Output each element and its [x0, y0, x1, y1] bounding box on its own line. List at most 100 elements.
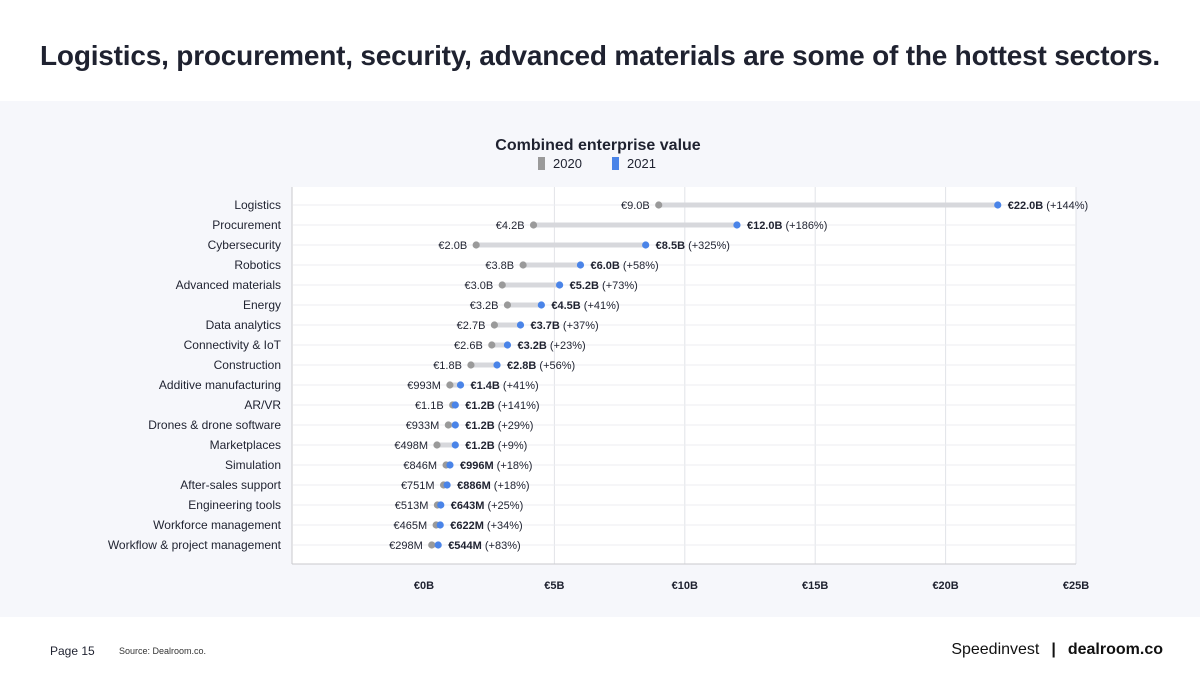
value-2021: €643M: [451, 500, 485, 512]
point-2021: [436, 521, 444, 529]
category-label: Simulation: [225, 458, 281, 472]
x-tick-label: €5B: [544, 580, 564, 592]
growth-label: (+325%): [685, 240, 730, 252]
value-label-2020: €1.1B: [415, 400, 444, 412]
point-2021: [451, 441, 459, 449]
value-label-2021: €4.5B (+41%): [551, 300, 619, 312]
value-label-2020: €3.0B: [464, 280, 493, 292]
value-label-2021: €1.4B (+41%): [471, 380, 539, 392]
growth-label: (+23%): [547, 340, 586, 352]
category-label: Connectivity & IoT: [184, 338, 282, 352]
dealroom-logo: dealroom.co: [1067, 641, 1163, 658]
point-2020: [428, 541, 436, 549]
value-2021: €12.0B: [747, 220, 783, 232]
point-2021: [493, 361, 501, 369]
point-2020: [519, 261, 527, 269]
enterprise-value-chart: Combined enterprise value 2020 2021 €0B €5B €…: [108, 137, 1089, 592]
value-2021: €3.2B: [517, 340, 546, 352]
value-label-2020: €513M: [395, 500, 429, 512]
value-2021: €3.7B: [530, 320, 559, 332]
point-2020: [503, 301, 512, 309]
legend-swatch-2020: [538, 157, 545, 170]
value-label-2021: €643M (+25%): [451, 500, 523, 512]
legend-label-2021: 2021: [627, 156, 656, 171]
value-label-2021: €544M (+83%): [448, 540, 520, 552]
value-2021: €8.5B: [656, 240, 685, 252]
x-tick-label: €25B: [1063, 580, 1089, 592]
value-label-2021: €8.5B (+325%): [656, 240, 730, 252]
point-2021: [456, 381, 465, 389]
point-2021: [576, 261, 585, 269]
category-label: Data analytics: [206, 318, 281, 332]
point-2021: [434, 541, 442, 549]
point-2021: [437, 501, 445, 509]
value-label-2021: €1.2B (+141%): [465, 400, 539, 412]
point-2020: [490, 321, 499, 329]
value-label-2021: €3.2B (+23%): [517, 340, 585, 352]
value-2021: €22.0B: [1008, 200, 1044, 212]
point-2020: [472, 241, 480, 249]
value-label-2020: €298M: [389, 540, 423, 552]
value-label-2021: €1.2B (+9%): [465, 440, 527, 452]
value-2021: €1.4B: [471, 380, 500, 392]
category-label: Workflow & project management: [108, 538, 282, 552]
value-label-2020: €933M: [406, 420, 440, 432]
category-label: Cybersecurity: [208, 238, 281, 252]
value-label-2021: €996M (+18%): [460, 460, 532, 472]
growth-label: (+58%): [620, 260, 659, 272]
brand-separator: |: [1051, 641, 1056, 658]
category-label: Drones & drone software: [148, 418, 281, 432]
value-label-2021: €22.0B (+144%): [1008, 200, 1088, 212]
value-2021: €886M: [457, 480, 491, 492]
growth-label: (+56%): [536, 360, 575, 372]
value-2021: €6.0B: [590, 260, 619, 272]
point-2020: [488, 341, 496, 349]
value-label-2020: €498M: [394, 440, 428, 452]
growth-label: (+18%): [494, 460, 533, 472]
point-2020: [498, 281, 506, 289]
value-label-2020: €465M: [393, 520, 427, 532]
legend-swatch-2021: [612, 157, 619, 170]
growth-label: (+186%): [782, 220, 827, 232]
value-label-2020: €3.8B: [485, 260, 514, 272]
point-2021: [451, 401, 459, 409]
point-2020: [444, 421, 452, 429]
source-note: Source: Dealroom.co.: [119, 646, 207, 656]
growth-label: (+141%): [495, 400, 540, 412]
value-2021: €1.2B: [465, 400, 494, 412]
category-label: Additive manufacturing: [159, 378, 281, 392]
point-2020: [467, 361, 475, 369]
value-label-2020: €1.8B: [433, 360, 462, 372]
x-tick-label: €0B: [414, 580, 434, 592]
value-2021: €622M: [450, 520, 484, 532]
x-tick-label: €15B: [802, 580, 828, 592]
point-2021: [451, 421, 459, 429]
category-label: Engineering tools: [188, 498, 281, 512]
category-label: Procurement: [212, 218, 281, 232]
point-2020: [446, 381, 454, 389]
value-label-2020: €846M: [403, 460, 437, 472]
point-2021: [516, 321, 525, 329]
category-label: Construction: [214, 358, 281, 372]
point-2020: [433, 441, 441, 449]
value-label-2020: €3.2B: [470, 300, 499, 312]
category-label: Workforce management: [153, 518, 282, 532]
x-tick-label: €20B: [932, 580, 958, 592]
growth-label: (+29%): [495, 420, 534, 432]
speedinvest-logo: Speedinvest: [951, 641, 1040, 658]
category-label: Marketplaces: [210, 438, 281, 452]
page-title: Logistics, procurement, security, advanc…: [40, 40, 1160, 71]
point-2021: [642, 241, 650, 249]
value-2021: €996M: [460, 460, 494, 472]
growth-label: (+9%): [495, 440, 528, 452]
value-label-2020: €2.6B: [454, 340, 483, 352]
category-label: Advanced materials: [176, 278, 281, 292]
value-2021: €2.8B: [507, 360, 536, 372]
point-2021: [503, 341, 512, 349]
value-label-2021: €3.7B (+37%): [530, 320, 598, 332]
point-2021: [733, 221, 741, 229]
point-2021: [446, 461, 454, 469]
legend-label-2020: 2020: [553, 156, 582, 171]
point-2021: [443, 481, 451, 489]
point-2020: [529, 221, 538, 229]
